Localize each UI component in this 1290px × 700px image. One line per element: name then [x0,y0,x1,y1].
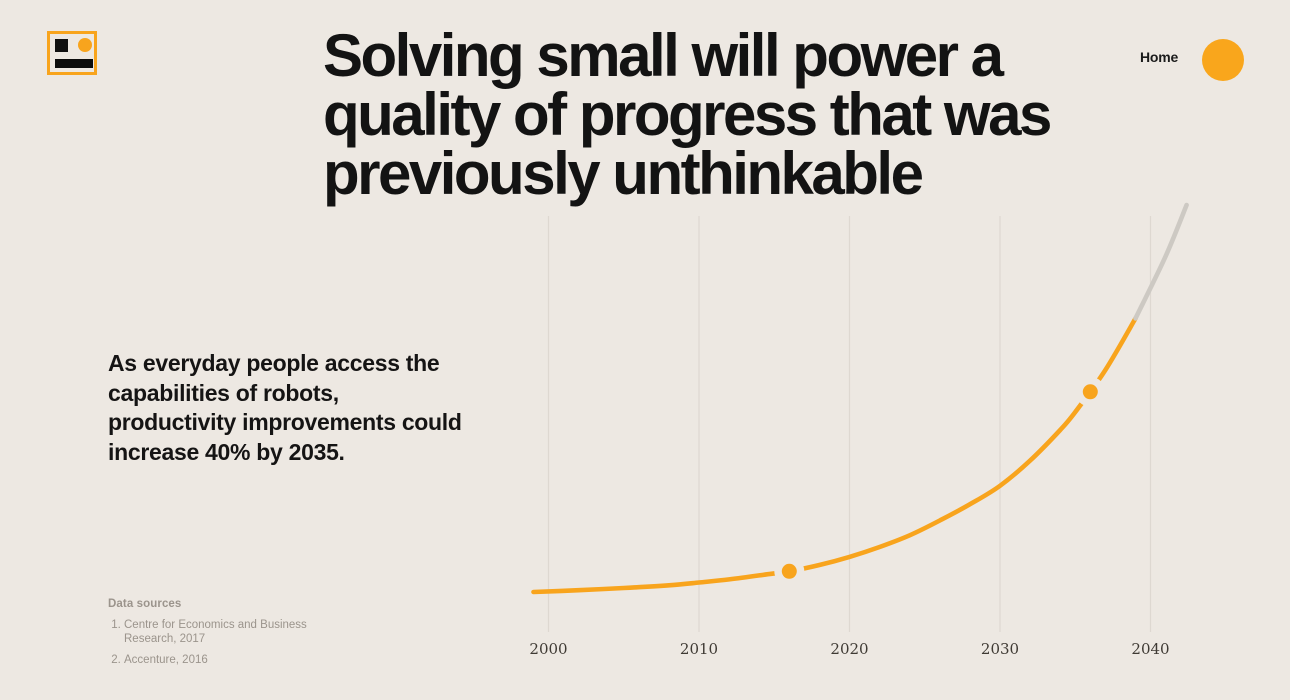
intro-line: productivity improvements could [108,409,462,435]
x-axis-label: 2000 [529,640,567,658]
x-axis-label: 2040 [1131,640,1169,658]
x-axis-label: 2030 [981,640,1019,658]
logo-square-icon [55,39,68,52]
marker-halo [774,556,805,587]
projection-line [1133,202,1189,321]
intro-line: increase 40% by 2035. [108,438,345,465]
intro-text: As everyday people access the capabiliti… [108,349,548,467]
headline-line-1: Solving small will power a [323,22,1153,89]
page-title: Solving small will power a quality of pr… [323,22,1153,207]
logo-bar-icon [55,59,93,68]
headline-line-2: quality of progress that was [323,81,1052,148]
marker-halo [1075,376,1106,407]
headline-line1-rest: will power a [677,22,1004,89]
x-axis-label: 2020 [830,640,868,658]
trend-line [531,316,1138,595]
intro-line: capabilities of robots, [108,379,339,406]
data-source-item: Accenture, 2016 [124,653,324,667]
data-sources-title: Data sources [108,598,182,610]
data-sources: Data sources Centre for Economics and Bu… [108,598,324,674]
data-sources-list: Centre for Economics and Business Resear… [108,618,324,667]
data-point-marker [1082,384,1098,400]
brand-logo[interactable] [47,31,97,75]
data-point-marker [781,563,797,579]
logo-dot-icon [78,38,92,52]
headline-highlight: Solving small [323,22,680,89]
intro-line: As everyday people access the [108,350,440,376]
home-link[interactable]: Home [1140,49,1179,65]
menu-circle-button[interactable] [1202,39,1244,81]
data-source-item: Centre for Economics and Business Resear… [124,618,324,646]
headline-line-3: previously unthinkable [323,140,924,207]
x-axis-label: 2010 [680,640,718,658]
